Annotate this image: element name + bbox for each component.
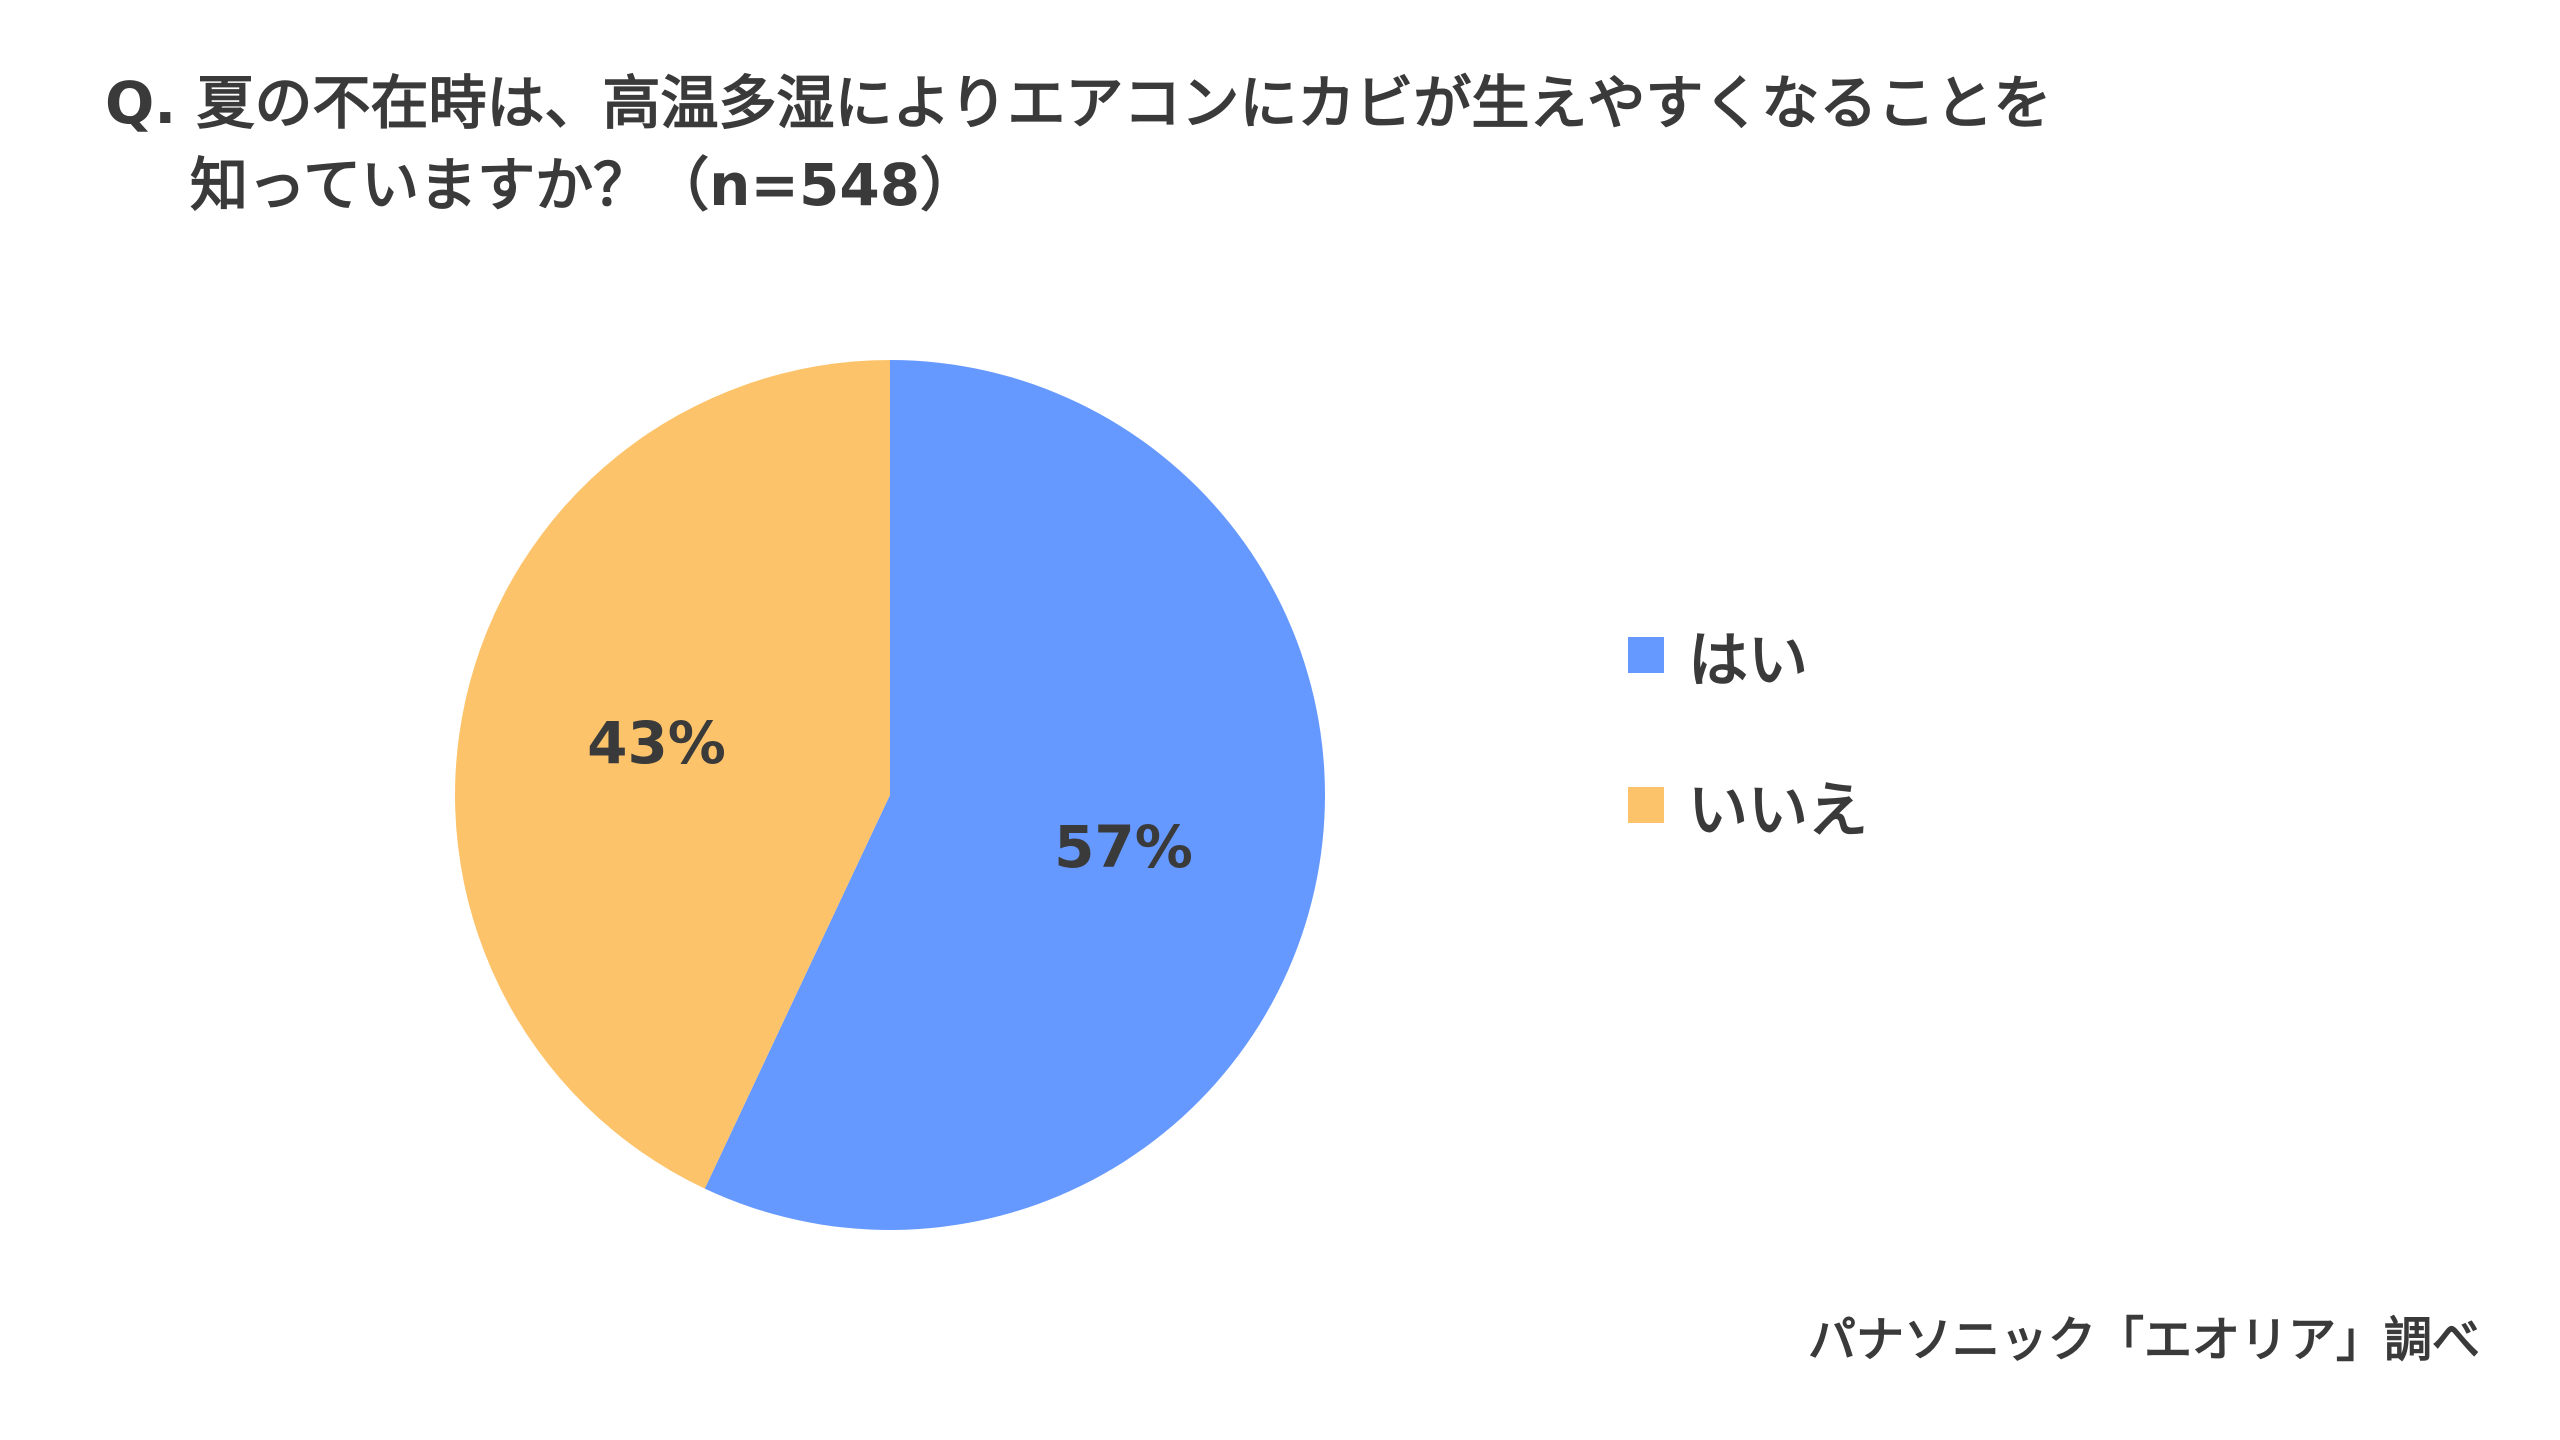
legend-swatch-no [1628, 787, 1664, 823]
chart-title-line-2: 知っていますか？（n=548） [190, 151, 979, 219]
pie-slice-no [455, 360, 890, 1189]
legend-item-no: いいえ [1628, 765, 1868, 846]
pie-slice-yes [704, 360, 1326, 1231]
chart-title-line-1: Q. 夏の不在時は、高温多湿によりエアコンにカビが生えやすくなることを [105, 69, 2052, 137]
pie-label-yes: 57% [1054, 813, 1193, 881]
source-credit: パナソニック「エオリア」調べ [1807, 1312, 2480, 1368]
chart-title: Q. 夏の不在時は、高温多湿によりエアコンにカビが生えやすくなることを 知ってい… [105, 62, 2405, 226]
legend-label-no: いいえ [1688, 775, 1868, 846]
pie-label-no: 43% [587, 709, 726, 777]
legend-item-yes: はい [1628, 615, 1868, 696]
legend-label-yes: はい [1688, 625, 1808, 696]
legend: はい いいえ [1628, 615, 1868, 915]
legend-swatch-yes [1628, 637, 1664, 673]
